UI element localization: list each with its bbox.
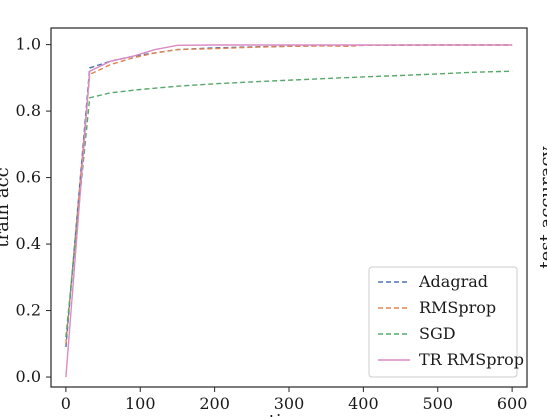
series-line-sgd — [65, 70, 513, 338]
y-tick-label: 0.0 — [16, 367, 41, 386]
legend-label: Adagrad — [418, 272, 488, 291]
legend-box — [368, 266, 518, 378]
legend: Adagrad RMSprop SGD TR RMSprop — [368, 266, 524, 378]
x-tick-label: 100 — [125, 394, 156, 413]
x-axis-label: time — [269, 411, 310, 417]
legend-label: TR RMSprop — [419, 350, 524, 369]
y-tick-label: 0.8 — [16, 101, 41, 120]
y-tick-label: 1.0 — [16, 35, 41, 54]
x-tick-label: 600 — [497, 394, 528, 413]
right-axis-label: test accuracy — [536, 146, 547, 269]
series-line-tr-rmsprop — [65, 44, 513, 378]
y-tick-label: 0.6 — [16, 168, 41, 187]
series-layer — [65, 44, 513, 378]
x-tick-label: 400 — [348, 394, 379, 413]
x-tick-label: 300 — [274, 394, 305, 413]
x-tick-label: 200 — [199, 394, 230, 413]
x-tick-label: 0 — [61, 394, 71, 413]
legend-label: SGD — [419, 324, 456, 343]
legend-label: RMSprop — [419, 298, 496, 317]
y-tick-label: 0.2 — [16, 301, 41, 320]
y-tick-label: 0.4 — [16, 234, 41, 253]
x-tick-label: 500 — [422, 394, 453, 413]
y-axis-label: train acc — [0, 167, 13, 248]
ticks-layer: 0 100 200 300 400 500 600 0.0 0.2 0.4 0.6 0.8 1.0 — [16, 35, 528, 413]
